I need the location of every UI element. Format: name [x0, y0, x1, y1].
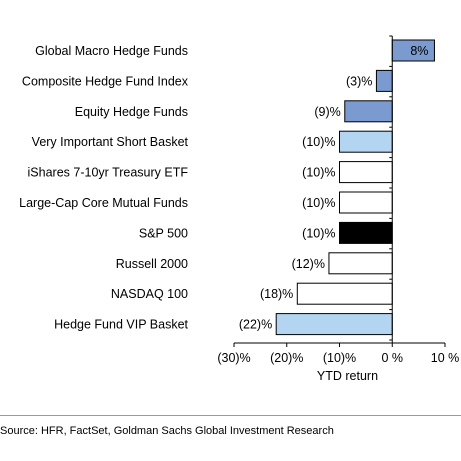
data-label: (9)%	[314, 105, 340, 119]
data-label: (10)%	[302, 166, 335, 180]
category-label: Hedge Fund VIP Basket	[54, 318, 188, 332]
bar	[275, 313, 393, 336]
data-label: (10)%	[302, 226, 335, 240]
value-labels: 8% (3)% (9)% (10)% (10)% (10)% (10)% (12)% (18)%…	[239, 44, 429, 332]
category-label: NASDAQ 100	[111, 287, 188, 301]
x-tick-label: (30)%	[217, 351, 250, 365]
category-label: Very Important Short Basket	[32, 135, 189, 149]
x-tick-label: (20)%	[270, 351, 303, 365]
x-axis-label: YTD return	[317, 369, 378, 383]
data-label: (10)%	[302, 196, 335, 210]
bar	[328, 252, 393, 275]
category-label: Russell 2000	[116, 257, 188, 271]
bar	[339, 221, 393, 244]
data-label: (18)%	[260, 287, 293, 301]
divider-line	[0, 415, 461, 416]
bar	[296, 282, 393, 305]
bar	[375, 69, 393, 92]
x-axis: (30)% (20)% (10)% 0 % 10 %	[217, 35, 460, 365]
category-label: Equity Hedge Funds	[75, 105, 188, 119]
x-tick-label: 10 %	[431, 351, 460, 365]
bars	[275, 39, 435, 336]
data-label: 8%	[410, 44, 428, 58]
category-label: iShares 7-10yr Treasury ETF	[28, 166, 189, 180]
category-label: S&P 500	[139, 226, 188, 240]
data-label: (3)%	[346, 74, 372, 88]
source-note: Source: HFR, FactSet, Goldman Sachs Glob…	[0, 425, 334, 437]
data-label: (10)%	[302, 135, 335, 149]
data-label: (22)%	[239, 318, 272, 332]
x-tick-label: (10)%	[323, 351, 356, 365]
data-label: (12)%	[292, 257, 325, 271]
x-tick-label: 0 %	[381, 351, 403, 365]
bar	[339, 191, 393, 214]
bar	[344, 100, 393, 123]
category-label: Large-Cap Core Mutual Funds	[19, 196, 188, 210]
category-label: Global Macro Hedge Funds	[35, 44, 188, 58]
category-label: Composite Hedge Fund Index	[22, 74, 189, 88]
bar	[339, 161, 393, 184]
category-labels: Global Macro Hedge Funds Composite Hedge …	[19, 44, 189, 332]
bar	[339, 130, 393, 153]
